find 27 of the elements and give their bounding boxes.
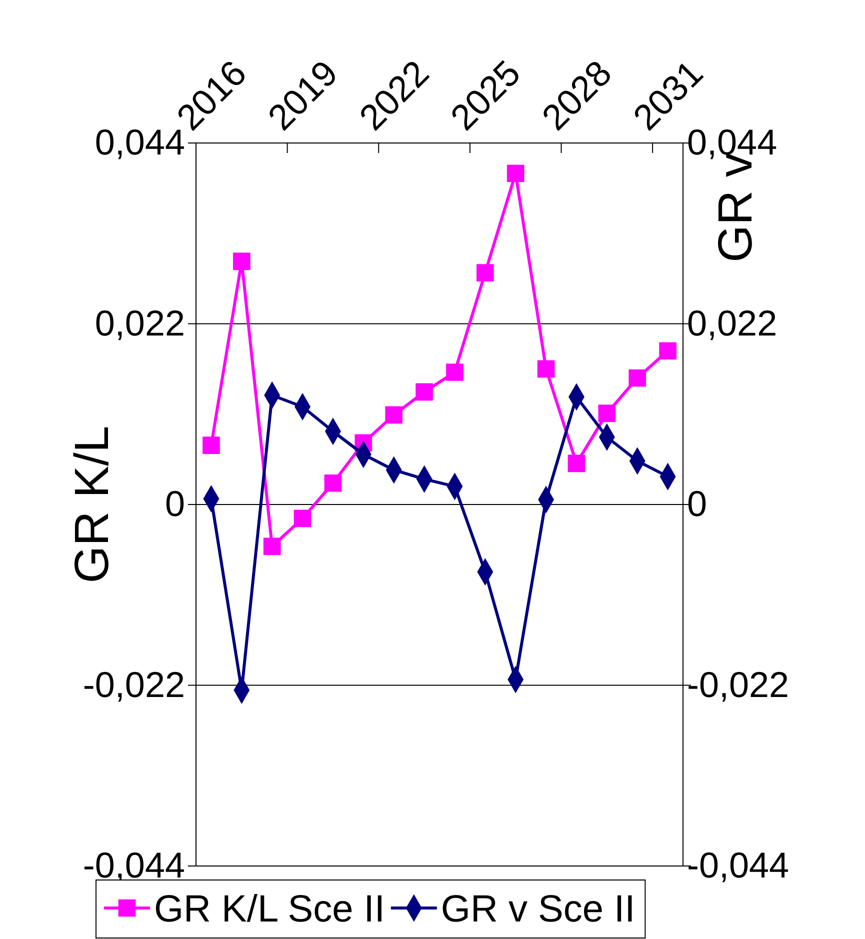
y-tick-label: -0,022 bbox=[82, 664, 185, 705]
point bbox=[202, 436, 220, 454]
point bbox=[568, 454, 586, 472]
point bbox=[385, 406, 403, 424]
legend-label: GR K/L Sce II bbox=[154, 888, 385, 930]
point bbox=[294, 510, 312, 528]
legend-label: GR v Sce II bbox=[440, 888, 636, 930]
point bbox=[598, 404, 616, 422]
y2-tick-label: -0,022 bbox=[687, 664, 790, 705]
point bbox=[628, 369, 646, 387]
y-axis-title: GR K/L bbox=[66, 426, 119, 584]
point bbox=[446, 364, 464, 381]
point bbox=[263, 538, 281, 556]
point bbox=[476, 264, 494, 282]
point bbox=[659, 342, 676, 360]
point bbox=[537, 360, 555, 378]
y-tick-label: 0,044 bbox=[94, 122, 185, 163]
y-tick-label: 0 bbox=[164, 483, 185, 524]
point bbox=[232, 252, 250, 270]
point bbox=[416, 383, 433, 401]
y-tick-label: 0,022 bbox=[94, 302, 185, 344]
y-tick-label: -0,044 bbox=[82, 844, 185, 886]
y2-tick-label: -0,044 bbox=[687, 844, 790, 886]
point bbox=[324, 474, 342, 492]
y2-tick-label: 0 bbox=[687, 483, 708, 524]
point bbox=[506, 164, 524, 182]
y2-tick-label: 0,022 bbox=[687, 302, 778, 344]
